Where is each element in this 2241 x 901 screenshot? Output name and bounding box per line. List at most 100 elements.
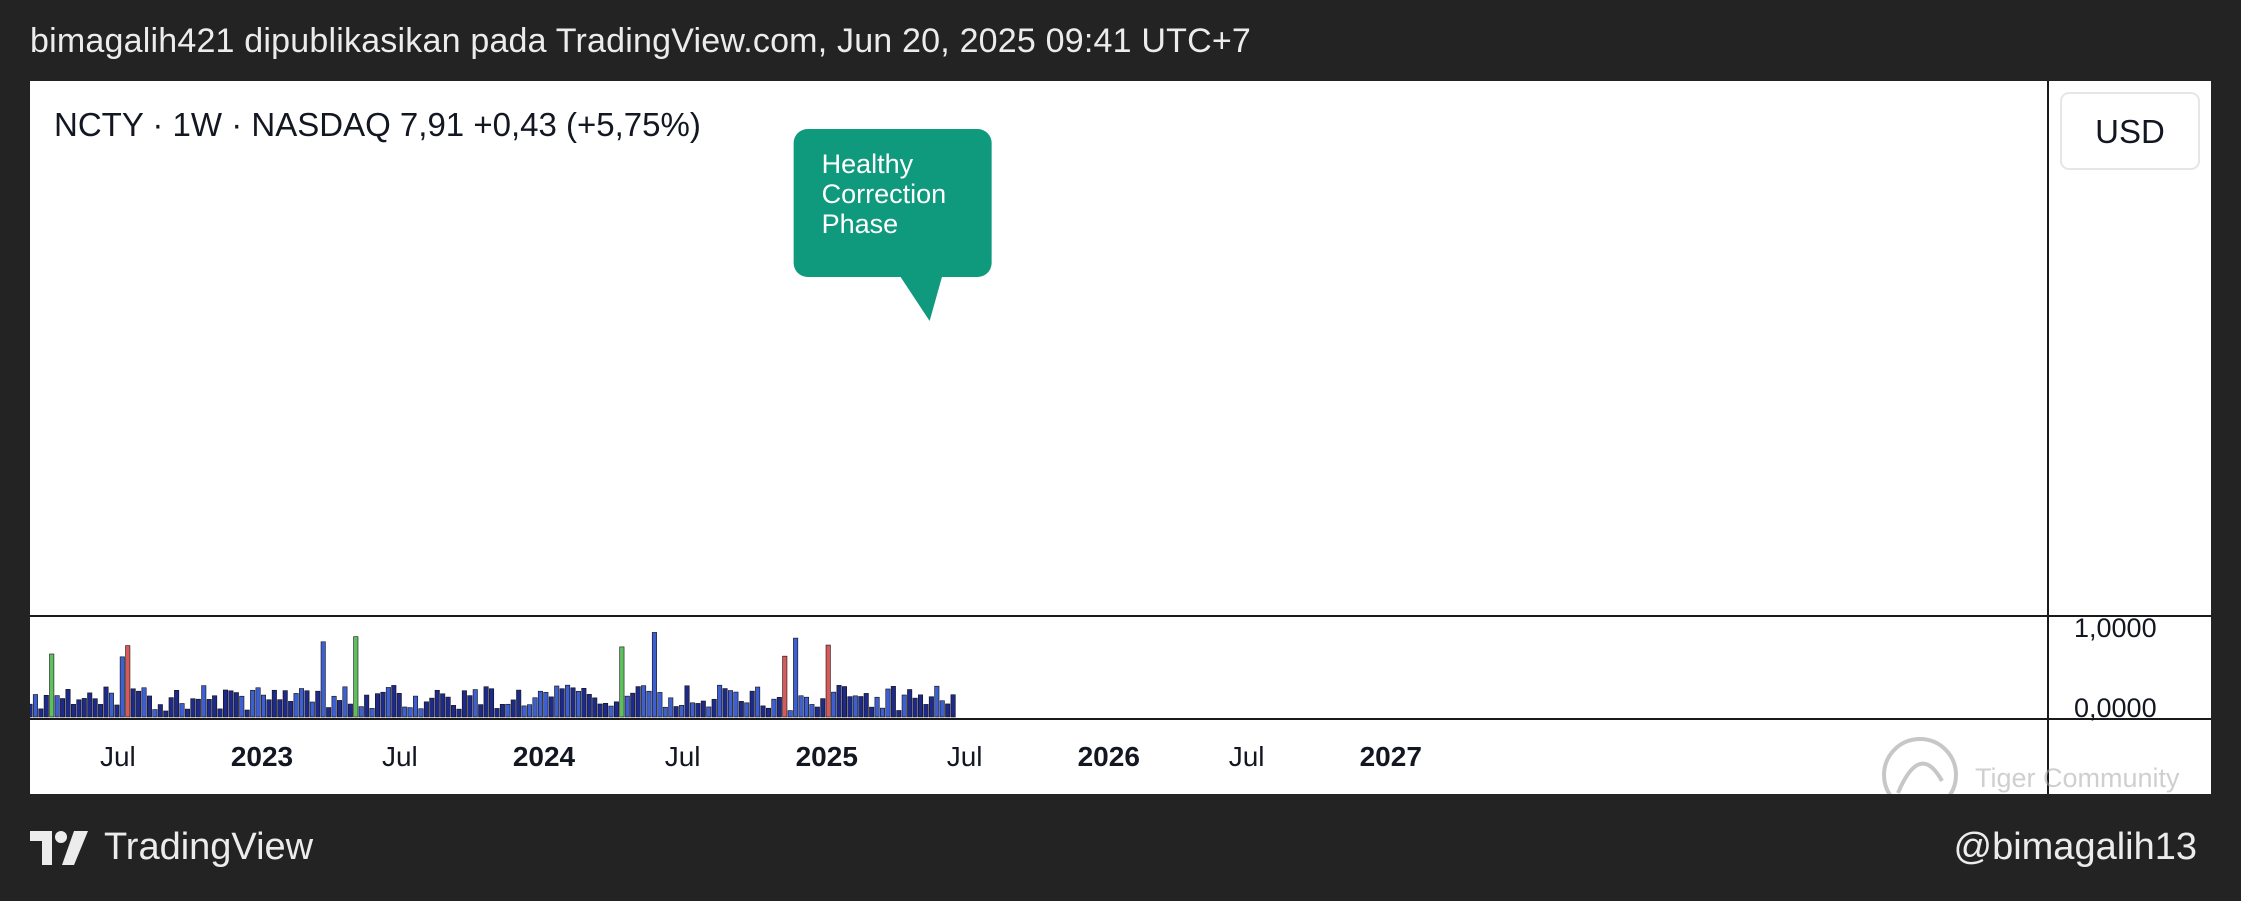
volume-bar — [722, 688, 728, 718]
volume-bar — [668, 697, 674, 718]
author-handle: @bimagalih13 — [1953, 826, 2198, 868]
volume-bar — [869, 706, 875, 718]
volume-bar — [141, 687, 147, 718]
volume-bar — [592, 697, 598, 718]
volume-bar — [641, 685, 647, 718]
volume-bar — [347, 703, 353, 718]
volume-bar — [679, 704, 685, 718]
volume-bar — [880, 707, 886, 718]
volume-bar — [928, 696, 934, 718]
volume-bar — [315, 690, 321, 718]
volume-bar — [250, 689, 256, 718]
volume-bar — [282, 690, 288, 718]
volume-bar — [711, 698, 717, 718]
volume-bar — [548, 696, 554, 718]
volume-bar — [559, 688, 565, 718]
time-tick-label: Jul — [947, 741, 983, 772]
volume-bar — [700, 700, 706, 718]
volume-bar — [244, 709, 250, 718]
tradingview-logo-icon — [30, 830, 88, 865]
volume-bar — [87, 692, 93, 718]
chart-panel[interactable]: ChoChBOSAccumulationPhaseHealthyCorrecti… — [30, 81, 2211, 794]
volume-bar — [163, 710, 169, 718]
time-tick-label: Jul — [382, 741, 418, 772]
volume-bar — [803, 696, 809, 718]
volume-bar — [391, 685, 397, 718]
volume-bar — [516, 689, 522, 718]
tradingview-logo[interactable]: TradingView — [30, 826, 313, 869]
volume-bar — [494, 708, 500, 718]
volume-bar — [206, 699, 212, 718]
correction-pointer — [896, 271, 944, 321]
volume-bar — [136, 690, 142, 718]
volume-bar — [179, 703, 185, 718]
correction-callout[interactable]: Healthy Correction Phase — [793, 129, 992, 321]
correction-bubble — [793, 129, 992, 277]
volume-bar — [413, 695, 419, 718]
volume-bar — [619, 646, 625, 718]
volume-bar — [646, 690, 652, 718]
time-tick-label: 2026 — [1078, 741, 1140, 772]
volume-bar — [195, 698, 201, 718]
volume-bar — [451, 705, 457, 718]
volume-bar — [820, 698, 826, 718]
volume-bar — [43, 695, 49, 718]
volume-bar — [651, 632, 657, 718]
volume-bar — [673, 706, 679, 718]
volume-bar — [510, 699, 516, 718]
volume-bar — [499, 704, 505, 718]
volume-bar — [793, 637, 799, 718]
volume-bar — [65, 689, 71, 718]
symbol-line: NCTY · 1W · NASDAQ 7,91 +0,43 (+5,75%) — [54, 106, 701, 143]
volume-bar — [298, 688, 304, 718]
volume-bar — [119, 656, 125, 718]
volume-bar — [364, 694, 370, 718]
volume-bar — [445, 696, 451, 718]
volume-bar — [277, 699, 283, 718]
volume-bar — [402, 706, 408, 718]
volume-bar — [684, 685, 690, 718]
volume-bar — [505, 703, 511, 718]
volume-bar — [885, 688, 891, 718]
volume-bar — [358, 706, 364, 718]
volume-bar — [776, 697, 782, 718]
volume-bar — [489, 688, 495, 718]
volume-bar — [586, 694, 592, 718]
volume-bar — [288, 701, 294, 718]
volume-bar — [222, 689, 228, 718]
volume-bar — [260, 694, 266, 718]
volume-bar — [787, 710, 793, 718]
volume-bar — [543, 692, 549, 718]
volume-bar — [130, 688, 136, 718]
volume-bar — [624, 695, 630, 718]
watermark: Tiger Community — [1882, 737, 2180, 794]
volume-bar — [923, 704, 929, 718]
correction-label: Healthy Correction Phase — [822, 149, 947, 239]
volume-bar — [108, 692, 114, 718]
volume-bar — [49, 653, 55, 718]
time-tick-label: 2025 — [796, 741, 858, 772]
tradingview-brand: TradingView — [104, 826, 314, 868]
volume-bar — [331, 695, 337, 718]
volume-bar — [38, 708, 44, 718]
volume-bar — [608, 705, 614, 718]
volume-bar — [939, 700, 945, 718]
volume-bar — [478, 704, 484, 718]
volume-bar — [950, 694, 956, 718]
currency-button[interactable]: USD — [2060, 92, 2200, 170]
volume-bar — [375, 693, 381, 718]
volume-bar — [527, 704, 533, 718]
volume-bar — [695, 703, 701, 718]
volume-bar — [662, 706, 668, 718]
volume-bar — [239, 695, 245, 718]
volume-bar — [326, 707, 332, 718]
chart-svg[interactable]: ChoChBOSAccumulationPhaseHealthyCorrecti… — [30, 81, 2211, 794]
volume-bar — [717, 684, 723, 718]
volume-bar — [630, 692, 636, 718]
volume-bar — [114, 704, 120, 718]
volume-bar — [760, 705, 766, 718]
volume-bar — [918, 694, 924, 718]
volume-bar — [874, 696, 880, 718]
volume-bar — [863, 693, 869, 718]
volume-bar — [429, 697, 435, 718]
